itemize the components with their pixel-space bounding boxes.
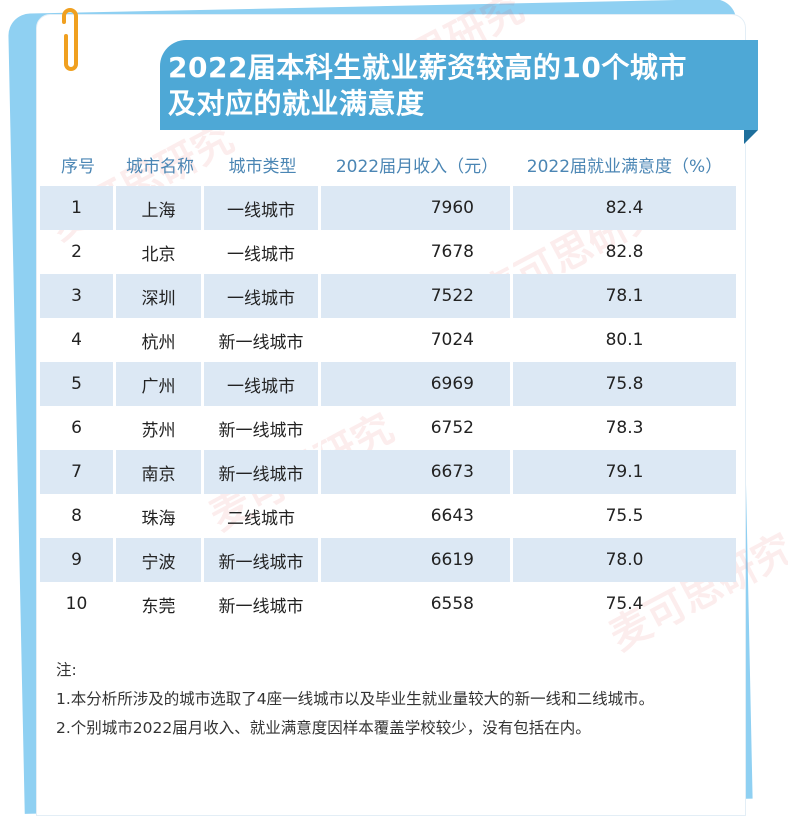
cell-satisfaction: 80.1 xyxy=(605,330,644,350)
cell-rank: 7 xyxy=(40,450,116,494)
title-line-2: 及对应的就业满意度 xyxy=(168,87,425,120)
cell-city: 珠海 xyxy=(116,494,204,538)
cell-satisfaction: 75.5 xyxy=(605,506,644,526)
cell-city: 广州 xyxy=(116,362,204,406)
table-row: 5 广州 一线城市 6969 75.8 xyxy=(40,362,736,406)
cell-satisfaction: 78.0 xyxy=(513,538,736,582)
cell-type: 新一线城市 xyxy=(204,538,321,582)
cell-rank: 5 xyxy=(40,362,116,406)
cell-type: 新一线城市 xyxy=(204,406,321,450)
cell-rank: 10 xyxy=(40,582,116,626)
cell-city: 杭州 xyxy=(116,318,204,362)
cell-rank: 1 xyxy=(40,186,116,230)
cell-rank: 4 xyxy=(40,318,116,362)
cell-rank: 8 xyxy=(40,494,116,538)
cell-city: 深圳 xyxy=(116,274,204,318)
content-card xyxy=(36,14,746,816)
cell-income: 6673 xyxy=(321,450,513,494)
table-row: 10 东莞 新一线城市 6558 75.4 xyxy=(40,582,736,626)
table-header: 序号 城市名称 城市类型 2022届月收入（元） 2022届就业满意度（%） xyxy=(40,142,736,186)
cell-type: 二线城市 xyxy=(204,494,321,538)
cell-type: 新一线城市 xyxy=(204,450,321,494)
cell-city: 东莞 xyxy=(116,582,204,626)
cell-satisfaction: 79.1 xyxy=(513,450,736,494)
title-banner: 2022届本科生就业薪资较高的10个城市 及对应的就业满意度 xyxy=(160,40,758,130)
table-row: 9 宁波 新一线城市 6619 78.0 xyxy=(40,538,736,582)
cell-income: 6752 xyxy=(321,406,513,450)
cell-city: 南京 xyxy=(116,450,204,494)
cell-satisfaction: 82.4 xyxy=(513,186,736,230)
cell-city: 上海 xyxy=(116,186,204,230)
table-row: 4 杭州 新一线城市 7024 80.1 xyxy=(40,318,736,362)
cell-city: 北京 xyxy=(116,230,204,274)
cell-rank: 2 xyxy=(40,230,116,274)
table-row: 7 南京 新一线城市 6673 79.1 xyxy=(40,450,736,494)
footnotes: 注: 1.本分析所涉及的城市选取了4座一线城市以及毕业生就业量较大的新一线和二线… xyxy=(56,656,776,743)
cell-income: 7960 xyxy=(321,186,513,230)
cell-city: 苏州 xyxy=(116,406,204,450)
cell-satisfaction: 75.8 xyxy=(513,362,736,406)
table-row: 8 珠海 二线城市 6643 75.5 xyxy=(40,494,736,538)
cell-type: 新一线城市 xyxy=(204,582,321,626)
paperclip-icon xyxy=(62,8,78,71)
cell-income: 7522 xyxy=(321,274,513,318)
note-item: 1.本分析所涉及的城市选取了4座一线城市以及毕业生就业量较大的新一线和二线城市。 xyxy=(56,690,655,708)
cell-rank: 6 xyxy=(40,406,116,450)
cell-satisfaction: 78.1 xyxy=(513,274,736,318)
cell-city: 宁波 xyxy=(116,538,204,582)
cell-type: 新一线城市 xyxy=(204,318,321,362)
cell-income: 6558 xyxy=(321,582,513,626)
note-item: 2.个别城市2022届月收入、就业满意度因样本覆盖学校较少，没有包括在内。 xyxy=(56,719,591,737)
banner-fold xyxy=(744,130,758,144)
table-row: 2 北京 一线城市 7678 82.8 xyxy=(40,230,736,274)
table-row: 1 上海 一线城市 7960 82.4 xyxy=(40,186,736,230)
salary-table: 序号 城市名称 城市类型 2022届月收入（元） 2022届就业满意度（%） 1… xyxy=(40,142,736,626)
cell-type: 一线城市 xyxy=(204,274,321,318)
cell-income: 7678 xyxy=(321,230,513,274)
cell-income: 7024 xyxy=(321,318,513,362)
header-satisfaction: 2022届就业满意度（%） xyxy=(526,156,723,177)
notes-label: 注: xyxy=(56,661,77,679)
header-rank: 序号 xyxy=(61,156,95,177)
cell-income: 6969 xyxy=(321,362,513,406)
cell-type: 一线城市 xyxy=(204,230,321,274)
cell-type: 一线城市 xyxy=(204,362,321,406)
cell-satisfaction: 78.3 xyxy=(605,418,644,438)
cell-satisfaction: 75.4 xyxy=(605,594,644,614)
cell-income: 6643 xyxy=(321,494,513,538)
header-city: 城市名称 xyxy=(126,156,194,177)
header-type: 城市类型 xyxy=(228,156,297,177)
title-line-1: 2022届本科生就业薪资较高的10个城市 xyxy=(168,51,687,84)
cell-income: 6619 xyxy=(321,538,513,582)
cell-rank: 3 xyxy=(40,274,116,318)
cell-rank: 9 xyxy=(40,538,116,582)
table-row: 3 深圳 一线城市 7522 78.1 xyxy=(40,274,736,318)
cell-type: 一线城市 xyxy=(204,186,321,230)
header-income: 2022届月收入（元） xyxy=(335,156,499,177)
cell-satisfaction: 82.8 xyxy=(605,242,644,262)
table-row: 6 苏州 新一线城市 6752 78.3 xyxy=(40,406,736,450)
